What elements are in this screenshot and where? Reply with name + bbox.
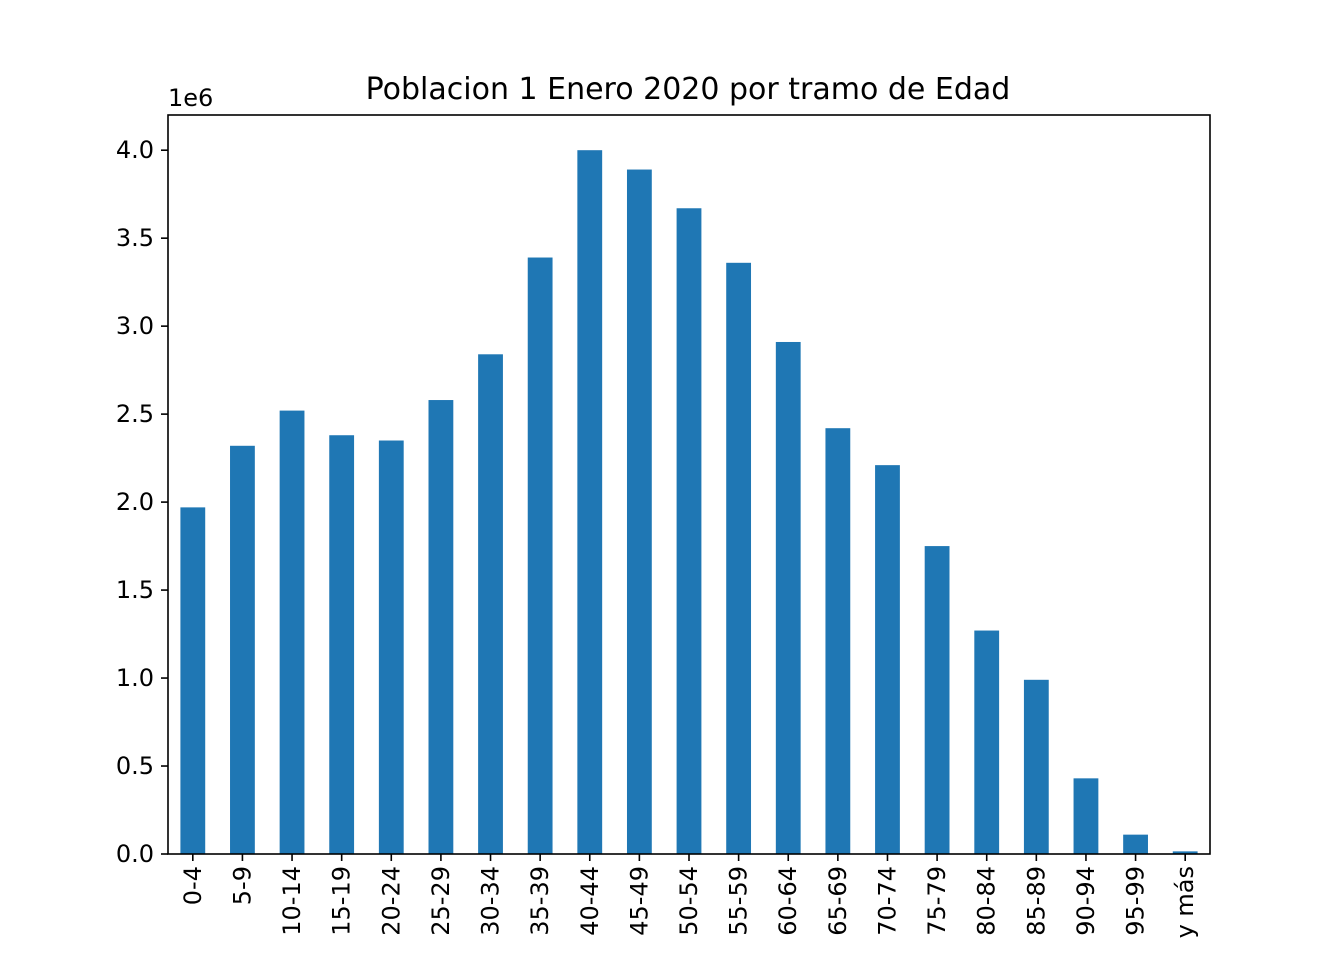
bar-35-39 — [527, 257, 553, 854]
bar-65-69 — [825, 428, 851, 854]
bars-group — [180, 150, 1198, 855]
y-axis-offset-label: 1e6 — [168, 84, 213, 112]
bar-55-59 — [726, 262, 752, 854]
x-tick-label: 80-84 — [973, 866, 1001, 936]
x-tick-label: 50-54 — [675, 866, 703, 936]
y-tick-label: 2.0 — [116, 488, 154, 516]
x-tick-label: 30-34 — [477, 866, 505, 936]
x-tick-label: 85-89 — [1022, 866, 1050, 936]
x-tick-label: 5-9 — [228, 866, 256, 905]
bar-20-24 — [378, 440, 404, 854]
x-tick-label: 35-39 — [526, 866, 554, 936]
y-tick-label: 1.0 — [116, 664, 154, 692]
bar-15-19 — [329, 435, 355, 854]
bar-75-79 — [924, 546, 950, 854]
chart-title: Poblacion 1 Enero 2020 por tramo de Edad — [366, 72, 1011, 107]
x-tick-label: 45-49 — [625, 866, 653, 936]
bar-70-74 — [875, 465, 900, 854]
x-tick-label: 25-29 — [427, 866, 455, 936]
bar-60-64 — [775, 341, 801, 854]
x-tick-label: 20-24 — [377, 866, 405, 936]
x-tick-label: 15-19 — [328, 866, 356, 936]
y-tick-label: 0.0 — [116, 840, 154, 868]
x-tick-label: 75-79 — [923, 866, 951, 936]
bar-30-34 — [478, 354, 503, 854]
bar-50-54 — [676, 208, 702, 854]
bar-85-89 — [1023, 679, 1049, 854]
x-tick-label: 95-99 — [1122, 866, 1150, 936]
x-tick-label: 55-59 — [725, 866, 753, 936]
x-tick-label: 70-74 — [873, 866, 901, 936]
x-tick-label: y más — [1171, 866, 1199, 938]
x-tick-label: 60-64 — [774, 866, 802, 936]
y-axis: 0.0 0.5 1.0 1.5 2.0 2.5 3.0 3.5 4.0 — [116, 136, 168, 868]
y-tick-label: 2.5 — [116, 400, 154, 428]
bar-80-84 — [974, 630, 1000, 854]
plot-frame — [167, 114, 1211, 855]
bar-10-14 — [279, 410, 305, 854]
y-tick-label: 3.5 — [116, 224, 154, 252]
y-tick-label: 1.5 — [116, 576, 154, 604]
bar-40-44 — [577, 150, 603, 854]
x-tick-label: 10-14 — [278, 866, 306, 936]
bar-5-9 — [230, 445, 255, 854]
x-tick-label: 65-69 — [824, 866, 852, 936]
bar-95-99 — [1123, 834, 1148, 854]
y-tick-label: 3.0 — [116, 312, 154, 340]
x-tick-label: 0-4 — [179, 866, 207, 905]
bar-y-más — [1172, 851, 1198, 854]
bar-45-49 — [626, 169, 652, 855]
bar-25-29 — [428, 400, 454, 854]
x-tick-label: 90-94 — [1072, 866, 1100, 936]
y-tick-label: 4.0 — [116, 136, 154, 164]
x-axis: 0-4 5-9 10-14 15-19 20-24 25-29 30-34 35-39 40-4… — [179, 854, 1199, 938]
y-tick-label: 0.5 — [116, 752, 154, 780]
bar-90-94 — [1073, 778, 1099, 854]
bar-0-4 — [180, 507, 206, 854]
x-tick-label: 40-44 — [576, 866, 604, 936]
